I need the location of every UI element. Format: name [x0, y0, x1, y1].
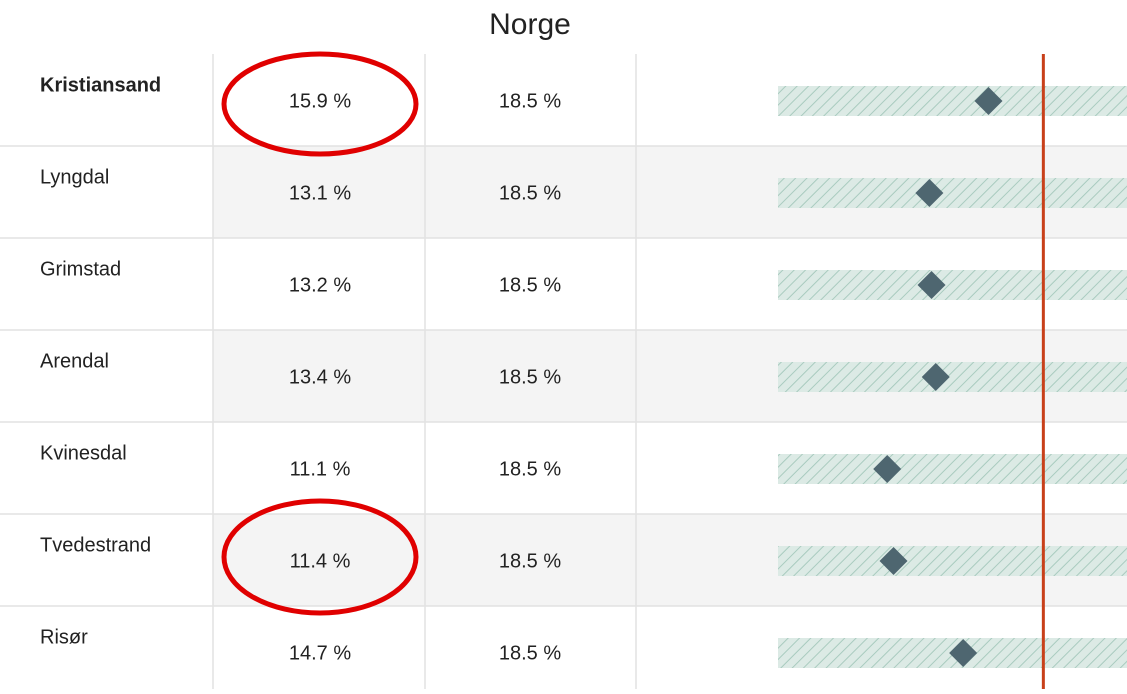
value-diamond	[873, 455, 902, 483]
highlight-circle	[221, 51, 419, 157]
value-cell: 14.7 %	[289, 642, 351, 664]
value-diamond	[949, 639, 978, 667]
row-name: Grimstad	[40, 258, 121, 280]
value-diamond	[915, 179, 944, 207]
norge-cell: 18.5 %	[499, 90, 561, 112]
norge-cell: 18.5 %	[499, 274, 561, 296]
column-title: Norge	[489, 8, 571, 41]
row-name: Kvinesdal	[40, 442, 127, 464]
range-band	[778, 270, 1127, 300]
norge-cell: 18.5 %	[499, 550, 561, 572]
value-cell: 13.4 %	[289, 366, 351, 388]
range-band	[778, 362, 1127, 392]
norge-cell: 18.5 %	[499, 366, 561, 388]
range-band	[778, 86, 1127, 116]
value-cell: 11.4 %	[290, 550, 351, 572]
value-cell: 13.1 %	[289, 182, 351, 204]
range-band	[778, 178, 1127, 208]
value-diamond	[879, 547, 908, 575]
value-diamond	[917, 271, 946, 299]
norge-cell: 18.5 %	[499, 458, 561, 480]
value-cell: 13.2 %	[289, 274, 351, 296]
row-name: Risør	[40, 626, 88, 648]
highlight-circle	[221, 498, 419, 616]
value-diamond	[974, 87, 1003, 115]
overlay	[873, 54, 1045, 689]
value-cell: 11.1 %	[290, 458, 351, 480]
row-name: Kristiansand	[40, 74, 161, 96]
norge-cell: 18.5 %	[499, 182, 561, 204]
value-cell: 15.9 %	[289, 90, 351, 112]
range-band	[778, 454, 1127, 484]
row-name: Tvedestrand	[40, 534, 151, 556]
row-name: Arendal	[40, 350, 109, 372]
rows: Kristiansand 15.9 % 18.5 % Lyngdal 13.1 % 18.…	[0, 54, 1127, 689]
norge-cell: 18.5 %	[499, 642, 561, 664]
row-name: Lyngdal	[40, 166, 109, 188]
range-band	[778, 546, 1127, 576]
value-diamond	[921, 363, 950, 391]
